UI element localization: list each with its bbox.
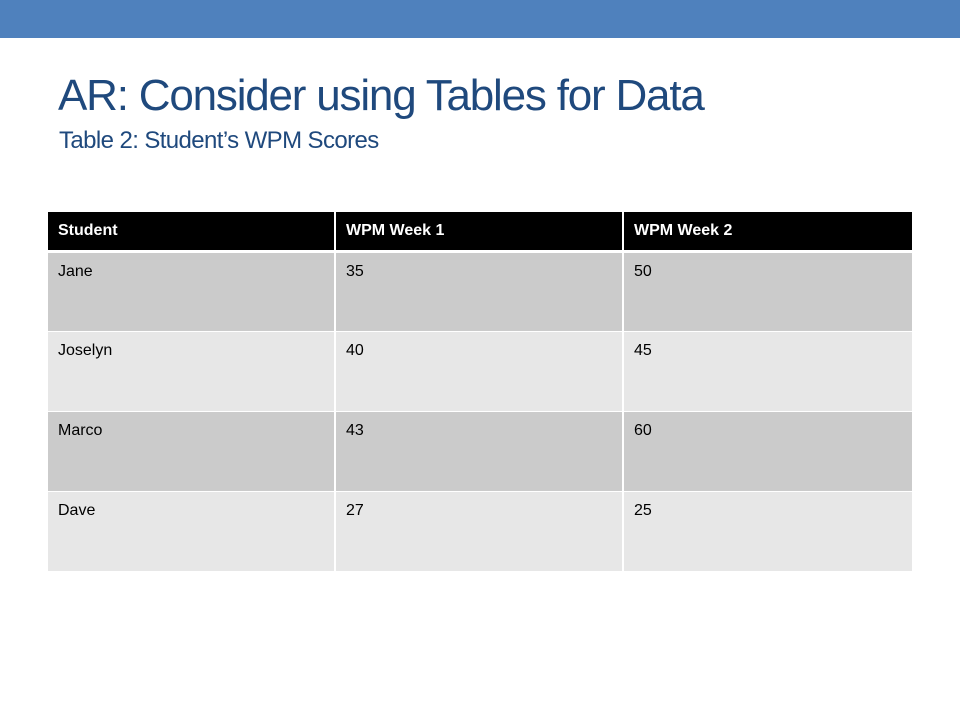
table-row: Joselyn 40 45 xyxy=(48,331,912,412)
cell-wpm-week-1: 40 xyxy=(334,331,623,412)
cell-wpm-week-1: 27 xyxy=(334,491,623,572)
table-row: Marco 43 60 xyxy=(48,411,912,492)
cell-student: Joselyn xyxy=(48,331,335,412)
cell-student: Dave xyxy=(48,491,335,572)
header-student: Student xyxy=(48,212,335,253)
cell-wpm-week-1: 35 xyxy=(334,251,623,332)
slide-subtitle: Table 2: Student’s WPM Scores xyxy=(59,127,379,154)
table-row: Dave 27 25 xyxy=(48,491,912,572)
cell-student: Jane xyxy=(48,251,335,332)
slide-title: AR: Consider using Tables for Data xyxy=(58,71,705,120)
top-accent-band xyxy=(0,0,960,38)
cell-wpm-week-1: 43 xyxy=(334,411,623,492)
header-wpm-week-2: WPM Week 2 xyxy=(622,212,912,253)
cell-wpm-week-2: 25 xyxy=(622,491,912,572)
cell-wpm-week-2: 45 xyxy=(622,331,912,412)
cell-wpm-week-2: 60 xyxy=(622,411,912,492)
cell-student: Marco xyxy=(48,411,335,492)
wpm-scores-table: Student WPM Week 1 WPM Week 2 Jane 35 50… xyxy=(48,212,912,572)
table-header-row: Student WPM Week 1 WPM Week 2 xyxy=(48,212,912,253)
cell-wpm-week-2: 50 xyxy=(622,251,912,332)
header-wpm-week-1: WPM Week 1 xyxy=(334,212,623,253)
table-row: Jane 35 50 xyxy=(48,251,912,332)
